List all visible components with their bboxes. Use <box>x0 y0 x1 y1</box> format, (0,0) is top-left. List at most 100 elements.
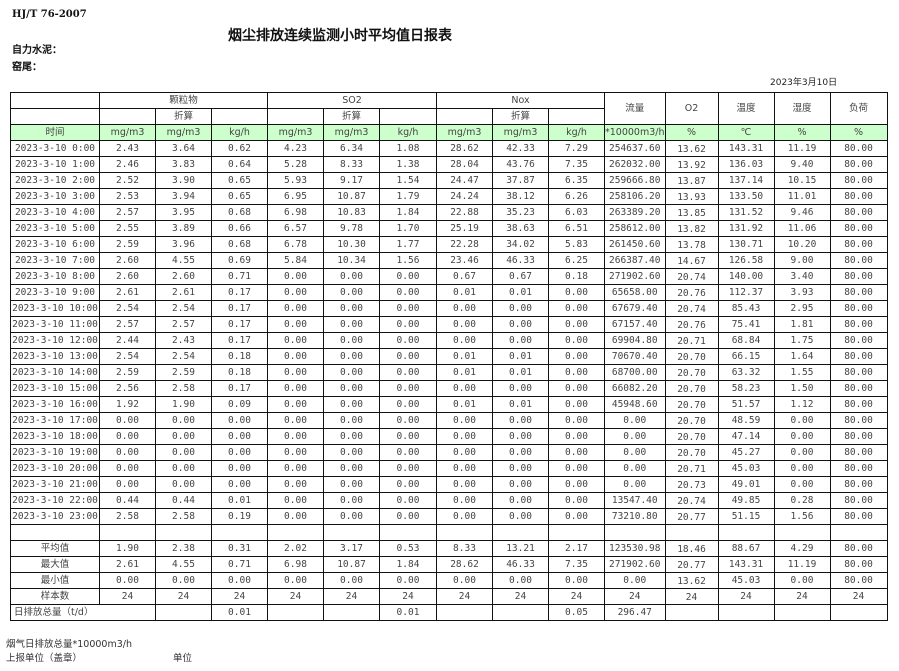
value-cell: 2.55 <box>99 220 156 237</box>
value-cell: 70670.40 <box>604 348 666 365</box>
value-cell-text: 6.95 <box>284 191 307 202</box>
value-cell-text: 0.00 <box>340 463 363 474</box>
value-cell: 1.90 <box>155 396 212 413</box>
converted-header: 折算 <box>323 108 380 125</box>
value-cell: 0.71 <box>211 268 268 285</box>
value-cell: 20.70 <box>664 348 719 365</box>
value-cell: 8.33 <box>323 156 380 173</box>
summary-value-text: 4.29 <box>790 543 814 554</box>
summary-value-text: 24 <box>629 591 641 602</box>
summary-value: 1.90 <box>99 540 156 557</box>
value-cell-text: 1.50 <box>790 383 814 394</box>
value-cell-text: 0.00 <box>284 511 307 522</box>
column-header: 温度 <box>717 92 775 125</box>
value-cell: 2.59 <box>155 364 212 381</box>
value-cell: 2.46 <box>99 156 156 173</box>
summary-label-text: 平均值 <box>40 543 70 554</box>
value-cell-text: 0.00 <box>453 495 476 506</box>
value-cell: 0.00 <box>211 412 268 429</box>
value-cell-text: 0.00 <box>509 479 532 490</box>
value-cell: 10.20 <box>773 236 831 253</box>
value-cell: 0.00 <box>548 332 605 349</box>
value-cell-text: 0.00 <box>453 415 476 426</box>
summary-value: 88.67 <box>717 540 775 557</box>
empty-cell-text <box>213 526 267 540</box>
value-cell-text: 20.70 <box>677 416 706 427</box>
value-cell-text: 49.85 <box>731 495 761 506</box>
summary-value: 24 <box>829 588 888 605</box>
summary-value-text: 24 <box>177 591 190 602</box>
value-cell: 0.00 <box>323 284 380 301</box>
value-cell-text: 0.01 <box>509 351 532 362</box>
value-cell: 1.79 <box>379 188 437 205</box>
value-cell: 24.47 <box>436 172 493 189</box>
value-cell: 0.64 <box>211 156 268 173</box>
value-cell-text: 68.84 <box>731 335 761 346</box>
value-cell: 0.00 <box>436 444 493 461</box>
value-cell: 3.96 <box>155 236 212 253</box>
value-cell: 143.31 <box>717 140 775 157</box>
value-cell-text: 13.92 <box>677 160 706 171</box>
value-cell-text: 0.17 <box>228 287 251 298</box>
value-cell: 0.67 <box>436 268 493 285</box>
value-cell-text: 20.70 <box>677 448 706 459</box>
summary-value-text: 80.00 <box>844 559 873 570</box>
summary-value-text: 13.21 <box>506 543 535 554</box>
value-cell-text: 51.57 <box>731 399 761 410</box>
value-cell-text: 0.00 <box>284 351 307 362</box>
summary-value: 20.77 <box>664 556 719 573</box>
value-cell-text: 0.17 <box>228 303 251 314</box>
value-cell: 28.62 <box>436 140 493 157</box>
value-cell-text: 0.19 <box>228 511 251 522</box>
value-cell: 5.28 <box>267 156 324 173</box>
value-cell-text: 6.25 <box>565 255 588 266</box>
value-cell-text: 2.54 <box>116 351 139 362</box>
value-cell: 0.00 <box>379 268 437 285</box>
value-cell-text: 0.00 <box>453 463 476 474</box>
value-cell: 20.73 <box>664 476 719 493</box>
empty-cell-text <box>325 606 379 620</box>
converted-header-text: 折算 <box>510 111 530 122</box>
value-cell: 0.00 <box>548 364 605 381</box>
summary-value-text: 2.61 <box>116 559 139 570</box>
value-cell-text: 80.00 <box>844 463 873 474</box>
table-row: 2023-3-10 12:00 2.44 2.43 0.17 0.00 0.00 0.00 0… <box>10 332 888 349</box>
empty-cell-text <box>269 606 323 620</box>
value-cell: 2.59 <box>99 236 156 253</box>
value-cell-text: 2.43 <box>172 335 195 346</box>
value-cell: 80.00 <box>829 140 888 157</box>
value-cell: 80.00 <box>829 348 888 365</box>
value-cell: 137.14 <box>717 172 775 189</box>
value-cell: 266387.40 <box>604 252 666 269</box>
value-cell-text: 6.26 <box>565 191 588 202</box>
summary-label: 最大值 <box>10 556 100 573</box>
value-cell: 0.00 <box>155 460 212 477</box>
value-cell-text: 0.09 <box>228 399 251 410</box>
value-cell-text: 0.00 <box>565 495 588 506</box>
value-cell-text: 3.40 <box>790 271 814 282</box>
value-cell: 1.77 <box>379 236 437 253</box>
summary-row: 最小值 0.00 0.00 0.00 0.00 0.00 0.00 0.00 0.00 0.00 0… <box>10 572 888 589</box>
table-row: 2023-3-10 0:00 2.43 3.64 0.62 4.23 6.34 1.08 28… <box>10 140 888 157</box>
table-row: 2023-3-10 3:00 2.53 3.94 0.65 6.95 10.87 1.79 2… <box>10 188 888 205</box>
value-cell-text: 0.44 <box>116 495 139 506</box>
value-cell-text: 0.00 <box>172 431 195 442</box>
value-cell: 80.00 <box>829 460 888 477</box>
empty-cell <box>10 92 100 109</box>
time-cell: 2023-3-10 9:00 <box>10 284 100 301</box>
table-row: 2023-3-10 2:00 2.52 3.90 0.65 5.93 9.17 1.54 24… <box>10 172 888 189</box>
empty-cell <box>323 604 380 621</box>
value-cell-text: 10.83 <box>337 207 366 218</box>
empty-cell <box>267 524 324 541</box>
summary-value-text: 0.00 <box>396 575 420 586</box>
value-cell-text: 2.58 <box>172 511 195 522</box>
unit-header-text: kg/h <box>566 127 587 138</box>
value-cell: 2.43 <box>155 332 212 349</box>
summary-value: 0.00 <box>99 572 156 589</box>
value-cell-text: 143.31 <box>728 143 764 154</box>
value-cell-text: 0.00 <box>623 447 647 458</box>
value-cell-text: 0.00 <box>172 415 195 426</box>
value-cell: 1.54 <box>379 172 437 189</box>
empty-cell-text <box>666 526 717 540</box>
value-cell: 0.00 <box>267 396 324 413</box>
